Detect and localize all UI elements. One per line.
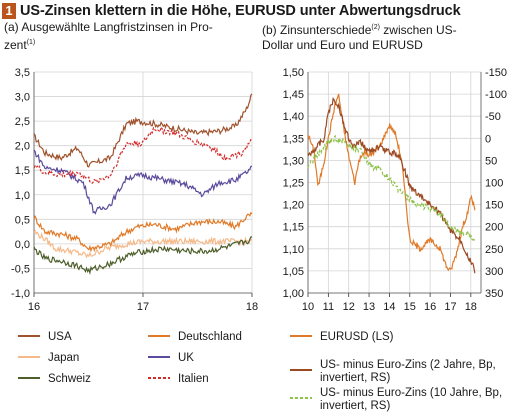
y-tick-label-a: 3,5 [15,67,30,79]
y-tick-label-b-right: 350 [485,288,503,300]
series-line-diff2y [307,97,476,274]
y-tick-label-b-right: 0 [485,133,491,145]
x-tick-label-b: 11 [323,301,334,313]
y-tick-label-a: 2,0 [15,141,30,153]
left-subtitle-line2: zent [4,38,27,52]
legend-schweiz-label: Schweiz [48,373,91,385]
legend-eurusd-label: EURUSD (LS) [320,331,394,343]
y-tick-label-b-right: -50 [485,111,501,123]
series-line-uk [33,149,253,215]
legend-diff10y-label: US- minus Euro-Zins (10 Jahre, Bp, invert… [320,387,502,412]
x-tick-label-a: 18 [246,301,258,313]
x-tick-label-b: 17 [444,301,456,313]
y-tick-label-a: 1,5 [15,165,30,177]
left-subtitle-line1: (a) Ausgewählte Langfristzinsen in Pro- [4,20,213,34]
x-tick-label-b: 15 [404,301,416,313]
y-tick-label-b-right: 50 [485,155,497,167]
x-tick-label-b: 13 [363,301,375,313]
x-tick-label-b: 18 [465,301,477,313]
right-chart-subtitle: (b) Zinsunterschiede(2) zwischen US- Dol… [262,20,457,53]
y-tick-label-b-right: 100 [485,178,503,190]
y-tick-label-a: 2,5 [15,116,30,128]
y-tick-label-b-right: 250 [485,244,503,256]
left-subtitle-footnote: (1) [26,39,36,46]
right-subtitle-line1b: zwischen US- [379,23,457,37]
y-tick-label-b-left: 1,35 [283,133,304,145]
chart-a-long-term-rates: 3,5 3,0 2,5 2,0 1,5 1,0 0,5 0,0 -0,5 -1,016 17 18 [11,67,258,313]
y-tick-label-b-left: 1,10 [283,244,304,256]
chart-b-rate-differentials: 1,50 1,45 1,40 1,35 1,30 1,25 1,20 1,15 1,10 1,05… [283,67,507,313]
series-line-diff10y [307,134,475,241]
right-subtitle-line1a: (b) Zinsunterschiede [262,23,372,37]
y-tick-label-b-left: 1,20 [283,200,304,212]
x-tick-label-b: 16 [424,301,436,313]
series-line-italien [33,125,253,185]
x-tick-label-a: 17 [137,301,149,313]
legend-japan-label: Japan [48,352,79,364]
legend-uk-label: UK [178,352,194,364]
x-tick-label-a: 16 [28,301,40,313]
legend-diff2y-label: US- minus Euro-Zins (2 Jahre, Bp, inverti… [320,359,496,384]
y-tick-label-b-left: 1,00 [283,288,304,300]
y-tick-label-a: 3,0 [15,92,30,104]
figure-title: US-Zinsen klettern in die Höhe, EURUSD u… [20,3,461,19]
y-tick-label-a: 0,0 [15,239,30,251]
y-tick-label-a: -0,5 [11,263,30,275]
y-tick-label-b-left: 1,50 [283,67,304,79]
series-line-japan [33,229,253,259]
right-subtitle-footnote: (2) [371,24,380,31]
series-line-deutschland [33,211,253,253]
y-tick-label-b-right: -150 [485,67,507,79]
y-tick-label-b-left: 1,15 [283,222,304,234]
figure-header: 1 US-Zinsen klettern in die Höhe, EURUSD… [2,2,461,20]
right-subtitle-line2: Dollar und Euro und EURUSD [262,38,423,52]
y-tick-label-b-right: 300 [485,266,503,278]
x-tick-label-b: 14 [383,301,395,313]
series-line-usa [33,93,253,168]
y-tick-label-a: 0,5 [15,214,30,226]
y-tick-label-b-left: 1,45 [283,89,304,101]
y-tick-label-b-left: 1,40 [283,111,304,123]
legend-usa-label: USA [48,331,72,343]
legend-deutschland-label: Deutschland [178,331,242,343]
y-tick-label-b-left: 1,30 [283,155,304,167]
legend-b: EURUSD (LS) US- minus Euro-Zins (2 Jahre,… [290,331,502,412]
y-tick-label-b-right: 200 [485,222,503,234]
y-tick-label-b-right: -100 [485,89,507,101]
x-tick-label-b: 12 [343,301,355,313]
y-tick-label-b-left: 1,05 [283,266,304,278]
x-tick-label-b: 10 [302,301,314,313]
left-chart-subtitle: (a) Ausgewählte Langfristzinsen in Pro- … [4,20,213,53]
figure-number-badge: 1 [2,3,16,19]
legend-a: USA Deutschland Japan UK Schweiz Italien [18,331,242,385]
y-tick-label-a: -1,0 [11,288,30,300]
legend-italien-label: Italien [178,373,209,385]
y-tick-label-b-left: 1,25 [283,178,304,190]
y-tick-label-a: 1,0 [15,190,30,202]
y-tick-label-b-right: 150 [485,200,503,212]
series-line-schweiz [33,236,253,276]
